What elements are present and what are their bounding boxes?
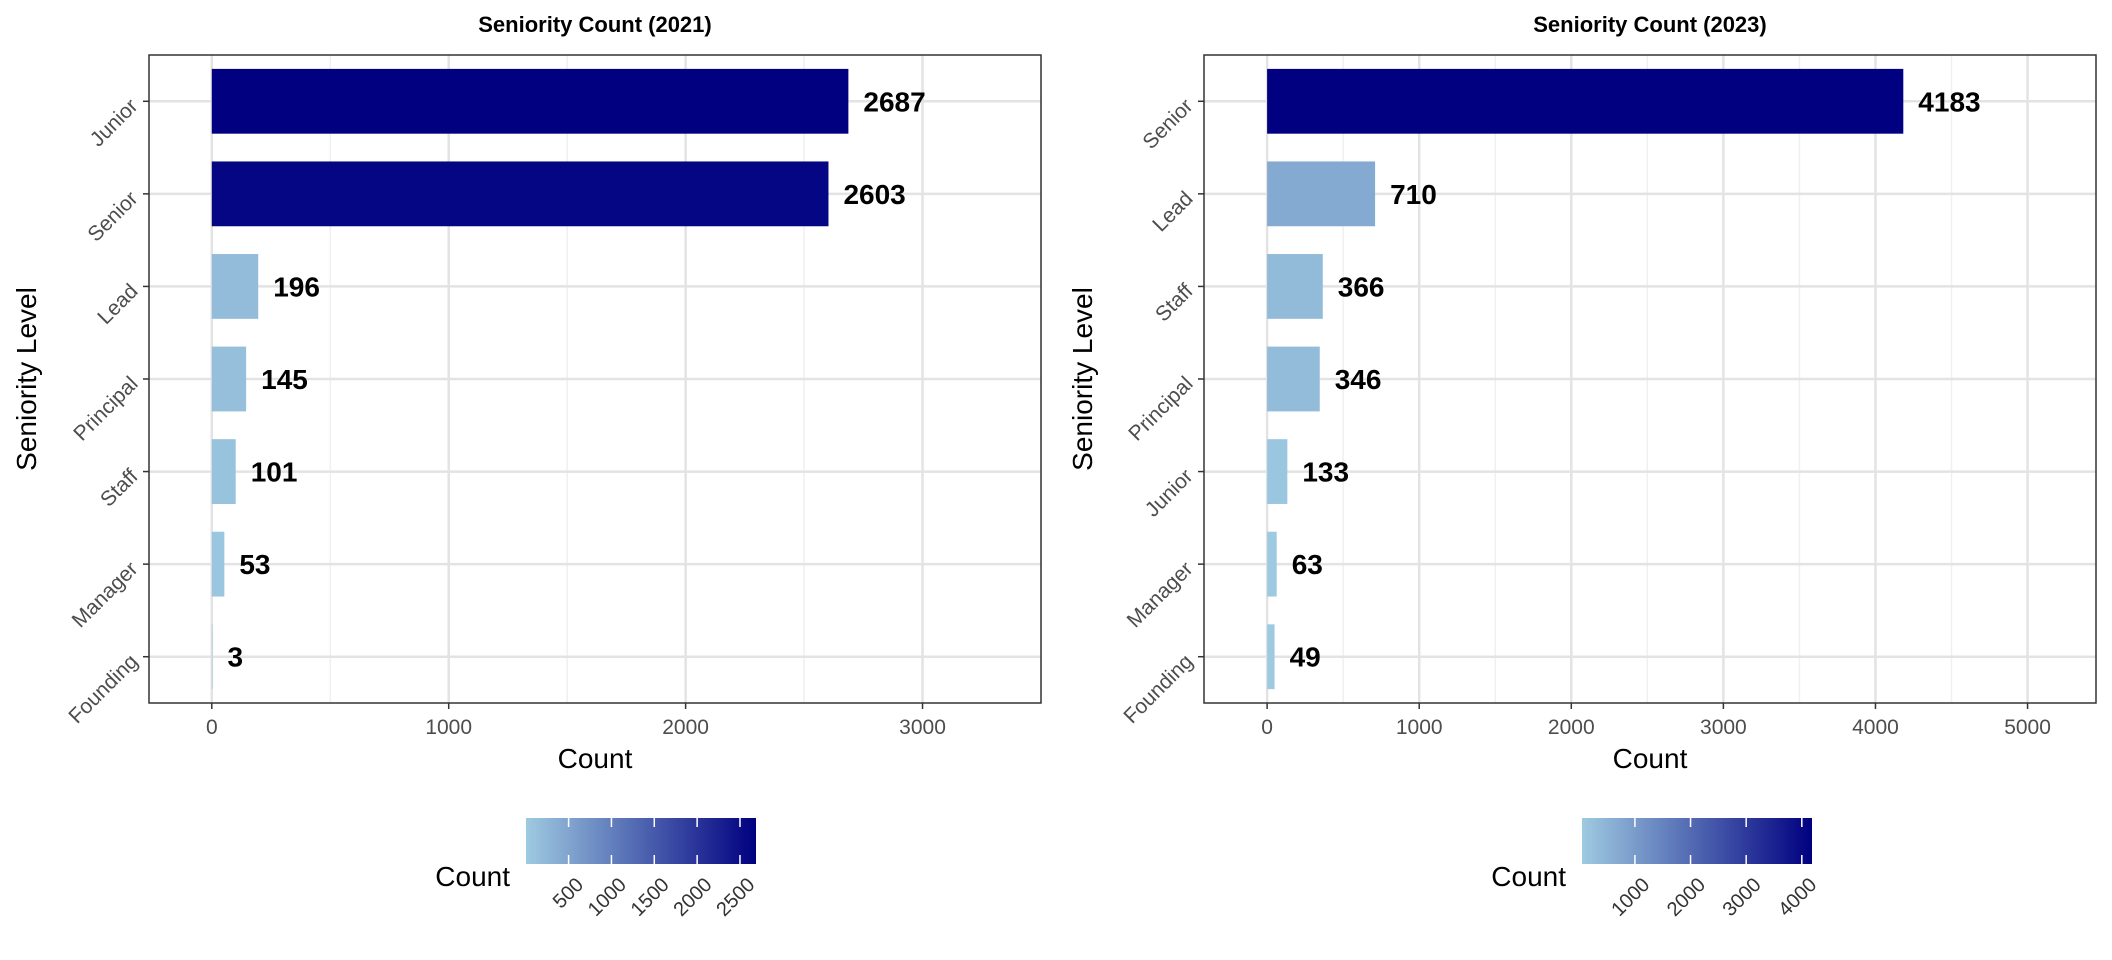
- y-tick-label: Junior: [86, 95, 143, 152]
- y-tick-label: Staff: [96, 465, 143, 512]
- bar: [1267, 531, 1277, 597]
- chart-title: Seniority Count (2023): [1533, 12, 1766, 37]
- bar: [211, 254, 259, 319]
- x-tick-label: 4000: [1852, 716, 1899, 739]
- bar-value-label: 196: [273, 271, 320, 302]
- legend-title: Count: [435, 861, 510, 892]
- bar: [211, 624, 213, 690]
- legend-title: Count: [1491, 861, 1566, 892]
- colorbar-tick-label: 4000: [1774, 874, 1821, 921]
- y-tick-label: Founding: [64, 650, 142, 728]
- colorbar: [1582, 818, 1812, 864]
- chart-title: Seniority Count (2021): [478, 12, 711, 37]
- bar-value-label: 145: [261, 364, 308, 395]
- colorbar-tick-label: 1500: [627, 874, 674, 921]
- x-tick-label: 3000: [1700, 716, 1747, 739]
- colorbar-tick-label: 2000: [670, 874, 717, 921]
- bar-value-label: 4183: [1918, 86, 1980, 117]
- colorbar-tick-label: 500: [549, 874, 588, 913]
- colorbar-tick-label: 2500: [712, 874, 759, 921]
- y-tick-label: Lead: [93, 280, 142, 329]
- bar-value-label: 3: [227, 642, 243, 673]
- y-tick-label: Principal: [1124, 372, 1197, 445]
- x-axis-title: Count: [558, 743, 633, 774]
- y-tick-label: Senior: [1138, 95, 1197, 154]
- colorbar: [526, 818, 756, 864]
- colorbar-tick-label: 3000: [1719, 874, 1766, 921]
- x-tick-label: 2000: [1548, 716, 1595, 739]
- y-tick-label: Principal: [69, 372, 142, 445]
- y-axis-title: Seniority Level: [11, 287, 42, 471]
- bar-value-label: 346: [1335, 364, 1382, 395]
- bar: [211, 161, 829, 227]
- y-axis-title: Seniority Level: [1067, 287, 1098, 471]
- x-tick-label: 3000: [899, 716, 946, 739]
- x-tick-label: 1000: [425, 716, 472, 739]
- bar: [1267, 254, 1323, 319]
- bar: [1267, 161, 1376, 227]
- colorbar-tick-label: 2000: [1663, 874, 1710, 921]
- y-tick-label: Founding: [1119, 650, 1197, 728]
- y-tick-label: Staff: [1151, 280, 1198, 327]
- y-tick-label: Manager: [68, 557, 143, 632]
- chart-panel-2021: 2687 2603 196 145 101 53 3 0 1000 2000 3000 Junior S…: [11, 12, 1042, 921]
- bar-value-label: 366: [1338, 271, 1385, 302]
- y-tick-label: Manager: [1123, 557, 1198, 632]
- bar: [1267, 68, 1904, 134]
- y-tick-label: Senior: [83, 187, 142, 246]
- bar-value-label: 49: [1290, 642, 1321, 673]
- y-tick-label: Junior: [1141, 465, 1198, 522]
- bar-value-label: 710: [1390, 179, 1437, 210]
- bar-value-label: 63: [1292, 549, 1323, 580]
- bar: [211, 531, 225, 597]
- bar-value-label: 2687: [863, 86, 925, 117]
- colorbar-tick-label: 1000: [1607, 874, 1654, 921]
- x-tick-label: 0: [206, 716, 218, 739]
- bar: [211, 346, 247, 412]
- y-tick-label: Lead: [1148, 187, 1197, 236]
- bar-value-label: 2603: [843, 179, 905, 210]
- x-tick-label: 1000: [1396, 716, 1443, 739]
- x-axis-title: Count: [1613, 743, 1688, 774]
- bar-value-label: 133: [1302, 457, 1349, 488]
- colorbar-legend: Count 1000 2000 3000 4000: [1491, 818, 1821, 921]
- x-tick-label: 2000: [662, 716, 709, 739]
- bar-value-label: 53: [239, 549, 270, 580]
- bar: [211, 68, 849, 134]
- x-tick-label: 0: [1261, 716, 1273, 739]
- bar-value-label: 101: [251, 457, 298, 488]
- x-tick-label: 5000: [2004, 716, 2051, 739]
- colorbar-tick-label: 1000: [584, 874, 631, 921]
- bar: [211, 439, 236, 504]
- bar: [1267, 624, 1275, 690]
- bar: [1267, 346, 1320, 412]
- bar: [1267, 439, 1288, 504]
